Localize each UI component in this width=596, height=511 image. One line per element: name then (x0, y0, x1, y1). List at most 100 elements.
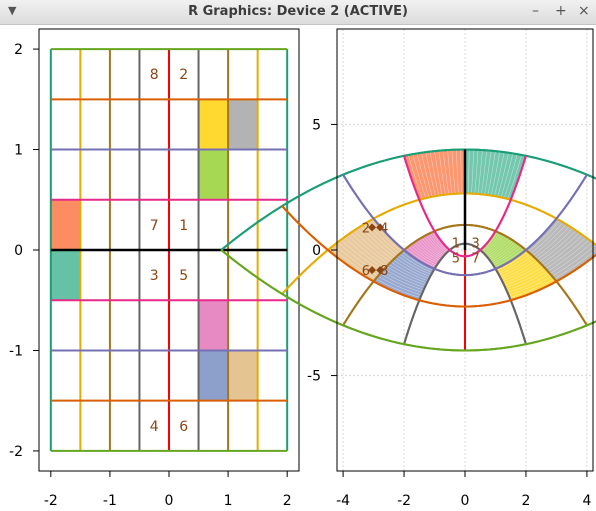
mapped-cell-3-hatch-10 (506, 270, 548, 291)
filled-cell-5 (198, 149, 229, 200)
mapped-cell-6-hatch-1 (406, 248, 436, 268)
cell-label-7: 4 (150, 419, 159, 435)
minimize-button[interactable]: – (532, 3, 539, 19)
mapped-cell-2-hatch-6 (490, 151, 501, 196)
mapped-cell-7-hatch-4 (382, 270, 424, 291)
mapped-cell-3-hatch-8 (504, 266, 544, 286)
mapped-horizontal-line-6 (403, 155, 527, 258)
mapped-cell-1-hatch-4 (447, 150, 453, 195)
mapped-cell-1-hatch-6 (438, 150, 446, 195)
left-y-tick-label-4: 1 (14, 143, 23, 159)
mapped-cell-6-hatch-7 (419, 238, 443, 259)
mapped-cell-7-hatch-8 (390, 261, 429, 281)
mapped-cell-6-hatch-5 (414, 241, 441, 261)
mapped-cell-8-hatch-4 (340, 239, 383, 272)
cell-label-5: 3 (150, 268, 159, 284)
mapped-cell-5-hatch-9 (489, 241, 516, 261)
left-chart: 8 2 7 1 3 5 4 6 -2 -1 0 1 2 -2 -1 0 1 2 (9, 28, 300, 509)
mapped-cell-3-hatch-1 (496, 251, 529, 271)
filled-cell-4 (228, 99, 258, 150)
mapped-label-2: 4 (380, 221, 388, 236)
maximize-button[interactable]: + (555, 3, 567, 19)
left-x-tick-label-4: 1 (224, 493, 233, 509)
mapped-label-4: 8 (380, 264, 388, 279)
mapped-cell-6-hatch-6 (416, 240, 442, 260)
mapped-cell-7-hatch-7 (388, 263, 427, 284)
mapped-label-7: 5 (452, 252, 460, 267)
mapped-cell-5-hatch-11 (492, 244, 520, 264)
mapped-cell-4-hatch-11 (549, 242, 593, 274)
cell-label-3: 7 (150, 218, 159, 234)
mapped-cell-6-hatch-4 (412, 243, 439, 263)
mapped-cell-4-hatch-4 (534, 226, 570, 258)
mapped-cell-5-hatch-4 (484, 235, 505, 255)
right-x-tick-label-4: 2 (521, 493, 530, 509)
left-x-tick-label-3: 0 (165, 493, 174, 509)
window-menu-icon[interactable]: ▼ (8, 4, 17, 17)
mapped-cell-8-hatch-10 (360, 226, 396, 258)
mapped-cell-5-hatch-5 (485, 236, 507, 256)
filled-cell-1 (50, 199, 81, 250)
mapped-cell-5-hatch-8 (488, 240, 514, 260)
mapped-cell-1-hatch-11 (416, 153, 430, 198)
mapped-cell-3-hatch-9 (505, 268, 546, 288)
mapped-cell-4-hatch-7 (541, 232, 580, 265)
mapped-cell-3-hatch-3 (498, 255, 533, 275)
mapped-cell-4-hatch-1 (527, 220, 560, 253)
filled-cell-6 (198, 300, 229, 351)
mapped-cell-8-hatch-6 (347, 234, 387, 267)
mapped-cell-5-hatch-13 (494, 248, 524, 268)
mapped-cell-4-hatch-9 (545, 237, 586, 269)
mapped-cell-1-hatch-3 (451, 149, 456, 194)
mapped-cell-4-hatch-12 (551, 244, 596, 277)
title-bar[interactable]: ▼ R Graphics: Device 2 (ACTIVE) – + × (0, 0, 596, 25)
mapped-cell-8-hatch-8 (353, 230, 392, 263)
mapped-cell-2-hatch-13 (468, 149, 470, 194)
mapped-cell-5-hatch-2 (482, 232, 501, 253)
mapped-cell-6-hatch-3 (410, 244, 438, 264)
mapped-cell-6-hatch-10 (425, 235, 446, 255)
mapped-cell-2-hatch-4 (497, 152, 509, 197)
mapped-cell-5-hatch-1 (481, 231, 498, 252)
mapped-cell-2-hatch-2 (503, 154, 518, 199)
right-chart: 2 46 81 35 7-4 -2 0 2 4-505 (220, 28, 596, 509)
mapped-cell-4-hatch-8 (543, 234, 583, 267)
mapped-horizontal-line-7 (342, 174, 588, 277)
mapped-cell-3-hatch-6 (501, 261, 540, 281)
mapped-cell-8-hatch-1 (330, 247, 376, 279)
mapped-cell-6-hatch-12 (429, 232, 448, 253)
mapped-cell-6-hatch-13 (432, 231, 449, 252)
left-y-tick-label-2: -1 (9, 343, 23, 359)
mapped-label-5: 1 (452, 236, 460, 251)
mapped-cell-7-hatch-10 (395, 257, 431, 277)
diamond-marker-2 (368, 266, 385, 275)
mapped-cell-1-hatch-10 (421, 152, 433, 197)
mapped-cell-8-hatch-13 (370, 220, 403, 253)
mapped-cell-2-hatch-9 (481, 150, 488, 195)
mapped-cell-8-hatch-9 (357, 228, 394, 260)
mapped-cell-3-hatch-13 (509, 278, 555, 298)
cell-label-1: 8 (150, 67, 159, 83)
mapped-cell-2-hatch-3 (500, 153, 514, 198)
right-y-tick-label-1: -5 (307, 369, 321, 385)
mapped-cell-6-hatch-8 (421, 237, 444, 257)
mapped-cell-3-hatch-12 (508, 275, 553, 296)
mapped-cell-4-hatch-5 (536, 228, 573, 260)
cell-label-8: 6 (179, 419, 188, 435)
mapped-cell-4-hatch-3 (532, 224, 567, 256)
mapped-cell-1-hatch-9 (425, 152, 436, 197)
mapped-label-1: 2 (362, 221, 370, 236)
mapped-cell-2-hatch-12 (471, 149, 474, 194)
mapped-cell-6-hatch-11 (427, 233, 447, 254)
left-y-tick-label-5: 2 (14, 42, 23, 58)
mapped-cell-7-hatch-3 (379, 273, 423, 293)
close-button[interactable]: × (578, 3, 590, 19)
right-x-tick-label-3: 0 (461, 493, 470, 509)
right-x-tick-label-1: -4 (336, 493, 350, 509)
mapped-cell-7-hatch-11 (397, 255, 432, 275)
mapped-horizontal-line-9 (220, 249, 596, 352)
mapped-cell-7-hatch-2 (377, 275, 422, 296)
filled-cell-8 (228, 350, 258, 401)
